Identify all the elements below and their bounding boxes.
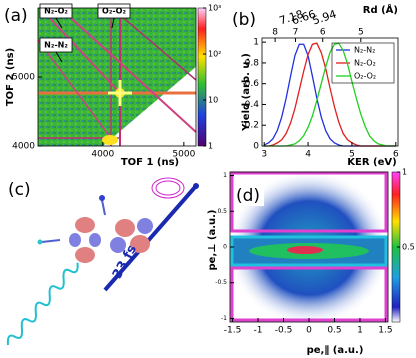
x2-axis-label: Rd (Å) (363, 3, 398, 16)
x-tick-label: 4 (305, 150, 311, 160)
colorbar-tick-label: 1 (402, 168, 407, 177)
annotation: N₂-O₂ (44, 7, 68, 16)
x-tick-label: 0.5 (327, 326, 341, 336)
marker-label: 5.94 (311, 8, 338, 28)
annotation: O₂-O₂ (102, 7, 126, 16)
y-tick-label: 0.8 (245, 58, 260, 68)
panel-label: (c) (8, 180, 31, 200)
data-line (263, 43, 396, 147)
plot-frame (261, 37, 399, 147)
panel-label: (a) (4, 6, 28, 26)
x-tick-label: 4000 (91, 150, 114, 160)
y-tick-label: 0.6 (245, 79, 260, 89)
y-tick-label: 0.4 (245, 100, 260, 110)
x-tick-label: 5 (349, 150, 355, 160)
x-axis-label: pe,∥ (a.u.) (307, 345, 364, 356)
colorbar-tick-label: 1 (208, 142, 213, 151)
legend-label: O₂-O₂ (354, 72, 376, 81)
x-tick-label: 0 (306, 326, 312, 336)
colorbar-tick-label: 0.5 (402, 243, 415, 252)
panel-label: (b) (232, 10, 256, 30)
x2-tick-label: 6 (320, 28, 326, 38)
x-axis-label: TOF 1 (ns) (121, 157, 179, 168)
x-tick-label: 1 (357, 326, 363, 336)
y-tick-label: 1 (253, 38, 259, 48)
data-line (264, 42, 396, 147)
x2-tick-label: 5 (358, 28, 364, 38)
y-tick-label: 0 (223, 244, 227, 251)
y-tick-label: 0.5 (217, 208, 227, 215)
x-tick-label: 3 (261, 150, 267, 160)
x-tick-label: -1 (254, 326, 263, 336)
data-line (264, 42, 396, 147)
legend-label: N₂-N₂ (354, 46, 375, 55)
x-tick-label: -1.5 (224, 326, 242, 336)
y-tick-label: 4000 (12, 142, 35, 152)
x-axis-label: KER (eV) (347, 157, 396, 168)
colorbar-tick-label: 10² (208, 50, 221, 59)
panel-label: (d) (236, 186, 260, 206)
y-tick-label: 0 (253, 142, 259, 152)
x-tick-label: -0.5 (275, 326, 293, 336)
y-tick-label: -0.5 (215, 279, 227, 286)
y-axis-label: pe,⊥ (a.u.) (207, 210, 218, 271)
colorbar-tick-label: 10³ (208, 4, 221, 13)
y-tick-label: -1 (221, 315, 227, 322)
annotation: N₂-N₂ (44, 41, 68, 50)
x-tick-label: 6 (393, 150, 399, 160)
legend-label: N₂-O₂ (354, 59, 376, 68)
colorbar-tick-label: 10 (208, 96, 218, 105)
heatmap-a (37, 3, 207, 147)
y-axis-label: Yield (arb. u.) (241, 53, 252, 132)
x-tick-label: 5000 (172, 150, 195, 160)
x2-tick-label: 7 (293, 28, 299, 38)
diagram-c (6, 177, 199, 346)
x2-tick-label: 8 (272, 28, 278, 38)
y-tick-label: 5000 (12, 73, 35, 83)
y-tick-label: 0.2 (245, 121, 259, 131)
legend-box (331, 42, 395, 84)
y-axis-label: TOF 2 (ns) (5, 48, 16, 106)
heatmap-d (227, 170, 401, 326)
y-tick-label: 1 (223, 172, 227, 179)
x-tick-label: 1.5 (378, 326, 392, 336)
